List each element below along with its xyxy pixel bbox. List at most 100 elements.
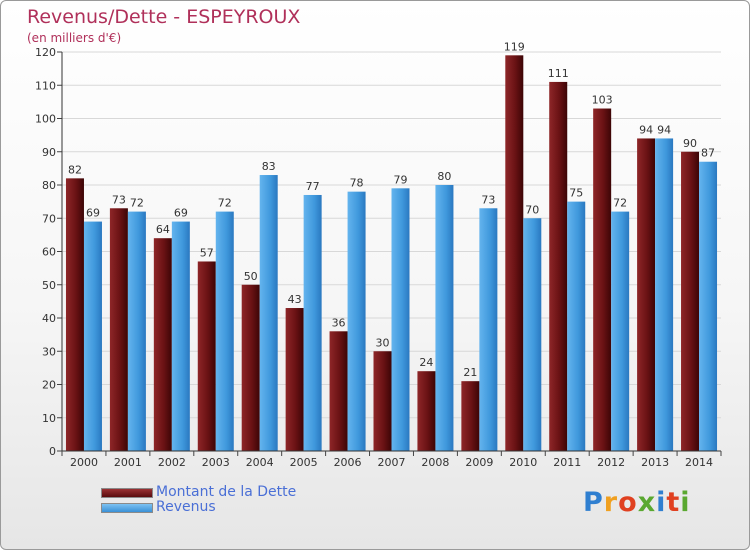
data-label-revenue: 78 [350,177,364,190]
y-tick-label: 120 [35,46,56,59]
x-tick-label: 2012 [597,456,625,469]
bar-debt [373,351,392,451]
bar-revenue [83,221,102,451]
logo-letter: o [618,487,638,518]
data-label-revenue: 70 [525,203,539,216]
data-label-revenue: 73 [481,193,495,206]
logo-letter: i [656,487,667,518]
bar-revenue [611,211,630,451]
bar-debt [241,284,260,451]
axes: 0 10 20 30 40 50 60 70 80 90 100 110 120 2000 2001 2002… [35,46,722,469]
data-label-debt: 73 [112,193,126,206]
legend-label-revenue: Revenus [156,499,216,515]
y-tick-label: 70 [42,212,56,225]
bar-revenue [699,161,718,451]
data-label-revenue: 72 [218,197,232,210]
y-tick-label: 100 [35,113,56,126]
data-label-debt: 30 [376,336,390,349]
data-label-revenue: 79 [394,173,408,186]
logo-letter: r [603,487,619,518]
data-label-debt: 94 [639,123,653,136]
bar-revenue [523,218,542,451]
bar-revenue [215,211,234,451]
data-label-debt: 57 [200,246,214,259]
y-tick-label: 30 [42,345,56,358]
chart-subtitle: (en milliers d'€) [27,31,122,45]
bar-debt [681,151,700,451]
y-tick-label: 10 [42,412,56,425]
bar-revenue [567,201,586,451]
x-tick-label: 2014 [685,456,713,469]
data-label-debt: 21 [463,366,477,379]
bar-debt [505,55,524,451]
y-tick-label: 90 [42,146,56,159]
data-label-revenue: 94 [657,123,671,136]
data-labels: 82 69 73 72 64 69 57 72 50 83 43 77 36 78 30 79 24 80 21 73… [68,40,715,379]
data-label-debt: 50 [244,270,258,283]
bar-debt [417,371,436,451]
bar-revenue [435,185,454,451]
bar-debt [593,108,612,452]
x-tick-label: 2010 [509,456,537,469]
data-label-debt: 82 [68,163,82,176]
bar-revenue [127,211,146,451]
bars [65,55,718,452]
legend-swatch-revenue [101,503,153,513]
y-tick-label: 40 [42,312,56,325]
y-tick-label: 0 [49,445,56,458]
y-tick-label: 80 [42,179,56,192]
logo-letter: i [680,487,691,518]
chart-title: Revenus/Dette - ESPEYROUX [27,6,301,28]
x-tick-label: 2007 [378,456,406,469]
bar-debt [197,261,216,451]
data-label-revenue: 87 [701,147,715,160]
data-label-debt: 111 [548,67,569,80]
data-label-debt: 36 [332,316,346,329]
bar-debt [65,178,84,451]
data-label-revenue: 83 [262,160,276,173]
x-tick-label: 2003 [202,456,230,469]
data-label-debt: 90 [683,137,697,150]
legend-swatch-debt [101,488,153,498]
y-tick-label: 60 [42,246,56,259]
bar-revenue [479,208,498,451]
bar-debt [329,331,348,451]
bar-revenue [655,138,674,451]
bar-revenue [259,175,278,451]
x-tick-label: 2011 [553,456,581,469]
data-label-revenue: 72 [613,197,627,210]
bar-debt [153,238,172,451]
logo-letter: x [637,487,657,518]
bar-revenue [171,221,190,451]
x-tick-label: 2006 [334,456,362,469]
data-label-debt: 43 [288,293,302,306]
x-tick-label: 2004 [246,456,274,469]
y-tick-label: 50 [42,279,56,292]
y-tick-label: 20 [42,379,56,392]
bar-debt [109,208,128,451]
bar-revenue [347,191,366,451]
data-label-debt: 64 [156,223,170,236]
data-label-revenue: 72 [130,197,144,210]
x-tick-label: 2009 [465,456,493,469]
bar-revenue [391,188,410,451]
y-tick-label: 110 [35,79,56,92]
bar-debt [461,381,480,451]
data-label-debt: 24 [419,356,433,369]
x-tick-label: 2002 [158,456,186,469]
data-label-revenue: 69 [174,207,188,220]
data-label-revenue: 75 [569,187,583,200]
data-label-revenue: 80 [437,170,451,183]
bar-debt [549,81,568,452]
proxiti-logo: Proxiti [583,487,691,518]
bar-debt [285,308,304,451]
legend-label-debt: Montant de la Dette [156,484,297,500]
data-label-debt: 119 [504,40,525,53]
logo-letter: P [583,487,604,518]
x-tick-label: 2001 [114,456,142,469]
bar-debt [637,138,656,451]
x-tick-label: 2005 [290,456,318,469]
logo-letter: t [666,487,681,518]
